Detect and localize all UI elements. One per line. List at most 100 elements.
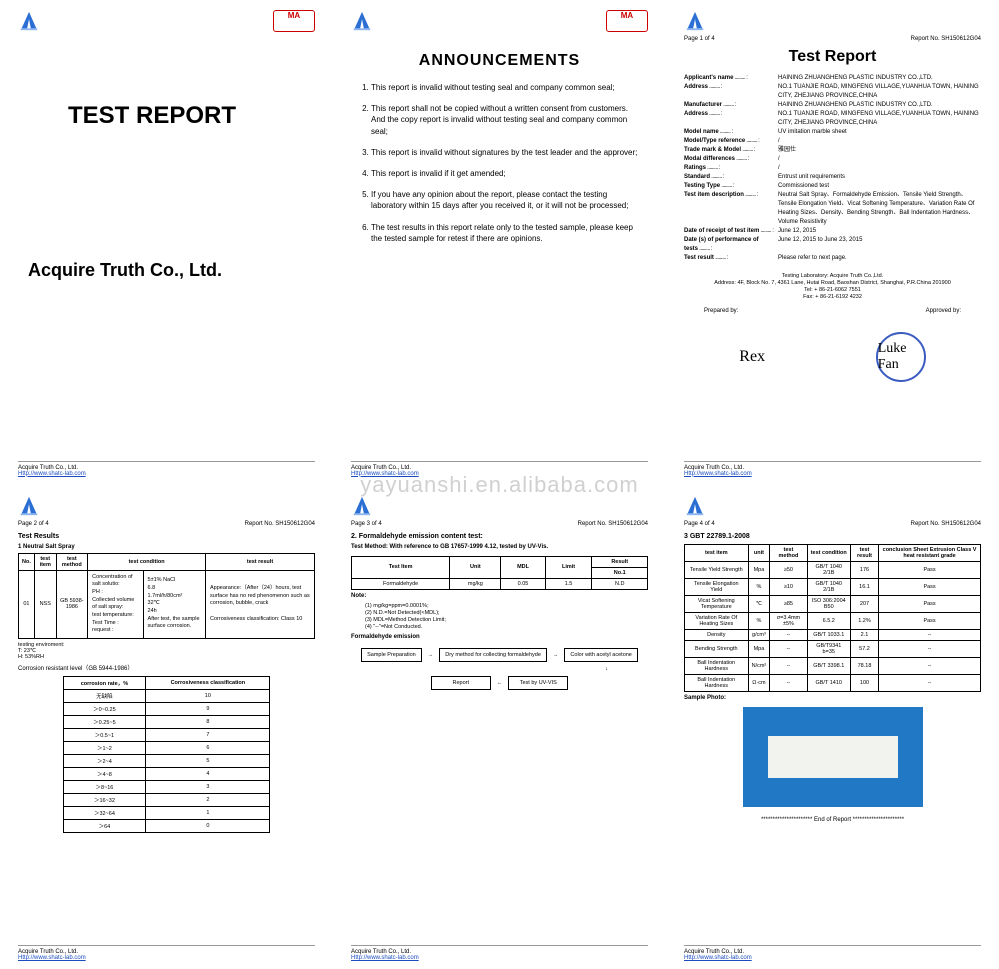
- company-logo-icon: [351, 10, 373, 32]
- info-row: Test item descriptionNeutral Salt Spray、…: [684, 191, 981, 227]
- info-value: NO.1 TUANJIE ROAD, MINGFENG VILLAGE,YUAN…: [774, 110, 981, 128]
- company-stamp-icon: Luke Fan: [876, 332, 926, 382]
- table-row: ＞4~84: [63, 768, 270, 781]
- footer-link[interactable]: Http://www.shatc-lab.com: [18, 471, 86, 477]
- section-title: Test Results: [18, 533, 315, 540]
- table-row: Bending StrengthMpa--GB/T9341 b=3557.2--: [685, 640, 981, 657]
- table-row: ＞16~322: [63, 794, 270, 807]
- table-row: Ball Indentation HardnessΩ·cm--GB/T 1410…: [685, 674, 981, 691]
- info-row: StandardEntrust unit requirements: [684, 173, 981, 182]
- col-header: MDL: [501, 556, 545, 578]
- cell: 8: [146, 716, 270, 729]
- info-row: Date (s) of performance of testsJune 12,…: [684, 236, 981, 254]
- cell: --: [879, 674, 981, 691]
- info-label: Testing Type: [684, 182, 774, 191]
- col-header: No.1: [592, 567, 648, 578]
- col-header: No.: [19, 553, 35, 570]
- col-header: corrosion rate，%: [63, 677, 146, 690]
- cell: 16.1: [850, 578, 878, 595]
- info-row: Test resultPlease refer to next page.: [684, 254, 981, 263]
- flow-node: Dry method for collecting formaldehyde: [439, 648, 547, 662]
- cell: GB/T9341 b=35: [807, 640, 850, 657]
- company-logo-icon: [18, 495, 40, 517]
- cell: ＞0.25~5: [63, 716, 146, 729]
- arrow-right-icon: [426, 652, 436, 658]
- flow-node: Report: [431, 676, 491, 690]
- col-header: Result: [592, 556, 648, 567]
- company-logo-icon: [684, 10, 706, 32]
- info-row: Testing TypeCommissioned test: [684, 182, 981, 191]
- info-row: Model/Type reference/: [684, 137, 981, 146]
- cell: ＞64: [63, 820, 146, 833]
- table-row: ＞8~163: [63, 781, 270, 794]
- table-row: Tensile Elongation Yield%≥10GB/T 1040 2/…: [685, 578, 981, 595]
- info-value: June 12, 2015 to June 23, 2015: [774, 236, 981, 254]
- footer-link[interactable]: Http://www.shatc-lab.com: [684, 471, 752, 477]
- cell: 1.2%: [850, 612, 878, 629]
- col-header: conclusion Sheet Extrusion Class V heat …: [879, 544, 981, 561]
- cell: ＞0~0.25: [63, 703, 146, 716]
- info-table: Applicant's nameHAINING ZHUANGHENG PLAST…: [684, 74, 981, 263]
- footer-link[interactable]: Http://www.shatc-lab.com: [351, 471, 419, 477]
- subsection-title: 1 Neutral Salt Spray: [18, 544, 315, 550]
- info-value: NO.1 TUANJIE ROAD, MINGFENG VILLAGE,YUAN…: [774, 83, 981, 101]
- footer-link[interactable]: Http://www.shatc-lab.com: [684, 955, 752, 961]
- arrow-left-icon: [495, 680, 505, 686]
- info-value: June 12, 2015: [774, 227, 981, 236]
- cell: Pass: [879, 578, 981, 595]
- page-report-header: Page 1 of 4 Report No. SH150612G04 Test …: [666, 0, 999, 485]
- cell: Mpa: [748, 640, 770, 657]
- cell: GB/T 3398.1: [807, 657, 850, 674]
- table-row: Variation Rate Of Heating Sizes%σ=3.4mm …: [685, 612, 981, 629]
- cell: N.D: [592, 578, 648, 589]
- cell: 2.1: [850, 629, 878, 640]
- page-gbt-results: Page 4 of 4 Report No. SH150612G04 3 GBT…: [666, 485, 999, 969]
- cell: Mpa: [748, 561, 770, 578]
- info-row: AddressNO.1 TUANJIE ROAD, MINGFENG VILLA…: [684, 83, 981, 101]
- cell: Density: [685, 629, 749, 640]
- cell: 57.2: [850, 640, 878, 657]
- report-number: Report No. SH150612G04: [578, 521, 648, 527]
- announcements-title: ANNOUNCEMENTS: [351, 52, 648, 70]
- report-title: Test Report: [684, 48, 981, 66]
- cell: 01: [19, 570, 35, 639]
- cell: 0.05: [501, 578, 545, 589]
- cell: 无缺陷: [63, 690, 146, 703]
- table-row: ＞1~26: [63, 742, 270, 755]
- col-header: test result: [850, 544, 878, 561]
- info-label: Ratings: [684, 164, 774, 173]
- corrosion-table: corrosion rate，%Corrosiveness classifica…: [63, 676, 271, 833]
- cell: ＞32~64: [63, 807, 146, 820]
- info-row: Model nameUV imitation marble sheet: [684, 128, 981, 137]
- cell: --: [879, 629, 981, 640]
- notes: (1) mg/kg=ppm=0.0001%;(2) N.D.=Not Detec…: [351, 603, 648, 630]
- cell: 176: [850, 561, 878, 578]
- cell: 5±1% NaCl6.81.7ml/h/80cm²32℃24hAfter tes…: [143, 570, 205, 639]
- table-row: 01 NSS GB 5938-1986 Concentration of sal…: [19, 570, 315, 639]
- list-item: If you have any opinion about the report…: [371, 189, 648, 211]
- cell: Tensile Yield Strength: [685, 561, 749, 578]
- info-label: Standard: [684, 173, 774, 182]
- cell: Concentration of salt solutio:PH :Collec…: [88, 570, 143, 639]
- cover-title: TEST REPORT: [18, 102, 315, 130]
- page-footer: Acquire Truth Co., Ltd. Http://www.shatc…: [351, 945, 648, 961]
- col-header: Unit: [450, 556, 501, 578]
- report-number: Report No. SH150612G04: [245, 521, 315, 527]
- info-row: Modal differences/: [684, 155, 981, 164]
- cell: Formaldehyde: [352, 578, 450, 589]
- ma-seal-icon: [606, 10, 648, 32]
- flow-node: Test by UV-VIS: [508, 676, 568, 690]
- info-value: /: [774, 155, 981, 164]
- cell: 10: [146, 690, 270, 703]
- footer-link[interactable]: Http://www.shatc-lab.com: [351, 955, 419, 961]
- info-value: /: [774, 137, 981, 146]
- report-number: Report No. SH150612G04: [911, 36, 981, 42]
- info-value: Entrust unit requirements: [774, 173, 981, 182]
- cell: ≥50: [770, 561, 807, 578]
- info-row: Applicant's nameHAINING ZHUANGHENG PLAST…: [684, 74, 981, 83]
- page-number: Page 4 of 4: [684, 521, 715, 527]
- info-value: HAINING ZHUANGHENG PLASTIC INDUSTRY CO.,…: [774, 101, 981, 110]
- cell: 5: [146, 755, 270, 768]
- prepared-by-label: Prepared by:: [704, 308, 738, 314]
- footer-link[interactable]: Http://www.shatc-lab.com: [18, 955, 86, 961]
